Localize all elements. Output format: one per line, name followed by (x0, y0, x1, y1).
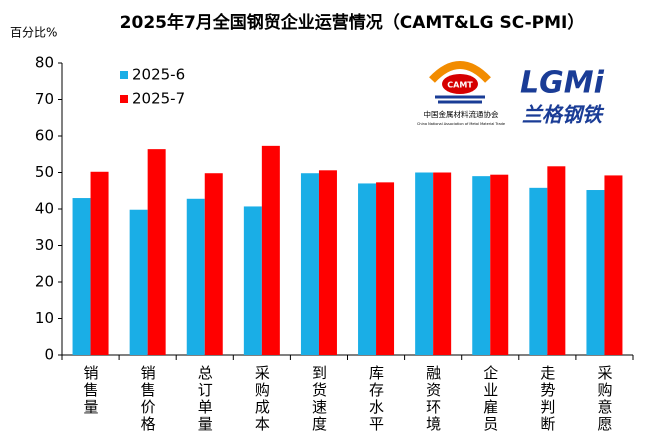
y-tick-label: 30 (35, 236, 54, 254)
lgmi-logo: LGMi 兰格钢铁 (520, 66, 605, 127)
y-tick-label: 50 (35, 163, 54, 181)
logo-waves (435, 95, 485, 104)
bar (358, 183, 377, 355)
y-tick-label: 80 (35, 54, 54, 72)
bar (529, 187, 548, 355)
x-tick-label: 走势判断 (538, 365, 556, 433)
x-tick-label: 采购意愿 (595, 365, 613, 433)
bar (415, 172, 434, 355)
legend-label: 2025-7 (132, 90, 185, 108)
bar (300, 173, 319, 355)
bar (490, 174, 509, 355)
x-tick-label: 销售量 (82, 365, 100, 416)
bar (90, 171, 109, 355)
chart-title: 2025年7月全国钢贸企业运营情况（CAMT&LG SC-PMI） (120, 12, 585, 33)
legend-label: 2025-6 (132, 66, 185, 84)
x-tick-label: 库存水平 (367, 365, 385, 433)
x-tick-label: 采购成本 (253, 365, 271, 433)
bar (186, 198, 205, 355)
bar (318, 170, 337, 355)
logo-text: CAMT (447, 81, 473, 90)
logo-name: 中国金属材料流通协会 (424, 109, 499, 119)
bar (604, 175, 623, 355)
bar (204, 173, 223, 355)
bar (147, 149, 166, 355)
x-tick-label: 企业雇员 (481, 364, 499, 433)
bar (261, 145, 280, 355)
bar (376, 182, 395, 355)
camt-logo: CAMT 中国金属材料流通协会 China National Associati… (417, 61, 505, 126)
legend-swatch (120, 95, 128, 103)
logo-oval (442, 74, 478, 94)
y-tick-label: 60 (35, 127, 54, 145)
legend-swatch (120, 71, 128, 79)
x-tick-label: 销售价格 (139, 365, 157, 433)
logo-text: LGMi (520, 66, 605, 101)
x-tick-label: 融资环境 (424, 365, 442, 433)
bar (72, 198, 91, 355)
logo-name: 兰格钢铁 (522, 103, 605, 127)
y-axis-label: 百分比% (10, 26, 57, 40)
logo-english: China National Association of Metal Mate… (417, 122, 505, 126)
y-tick-label: 0 (44, 346, 54, 364)
bar (433, 172, 452, 355)
y-tick-label: 10 (35, 309, 54, 327)
y-tick-label: 70 (35, 90, 54, 108)
bar (472, 176, 491, 355)
logo-arc (429, 61, 491, 83)
bar (243, 206, 262, 355)
bar (547, 166, 566, 355)
bar (129, 209, 148, 355)
bar (586, 190, 605, 355)
x-tick-label: 到货速度 (310, 365, 328, 433)
y-tick-label: 40 (35, 200, 54, 218)
x-tick-label: 总订单量 (196, 365, 214, 433)
y-tick-label: 20 (35, 273, 54, 291)
